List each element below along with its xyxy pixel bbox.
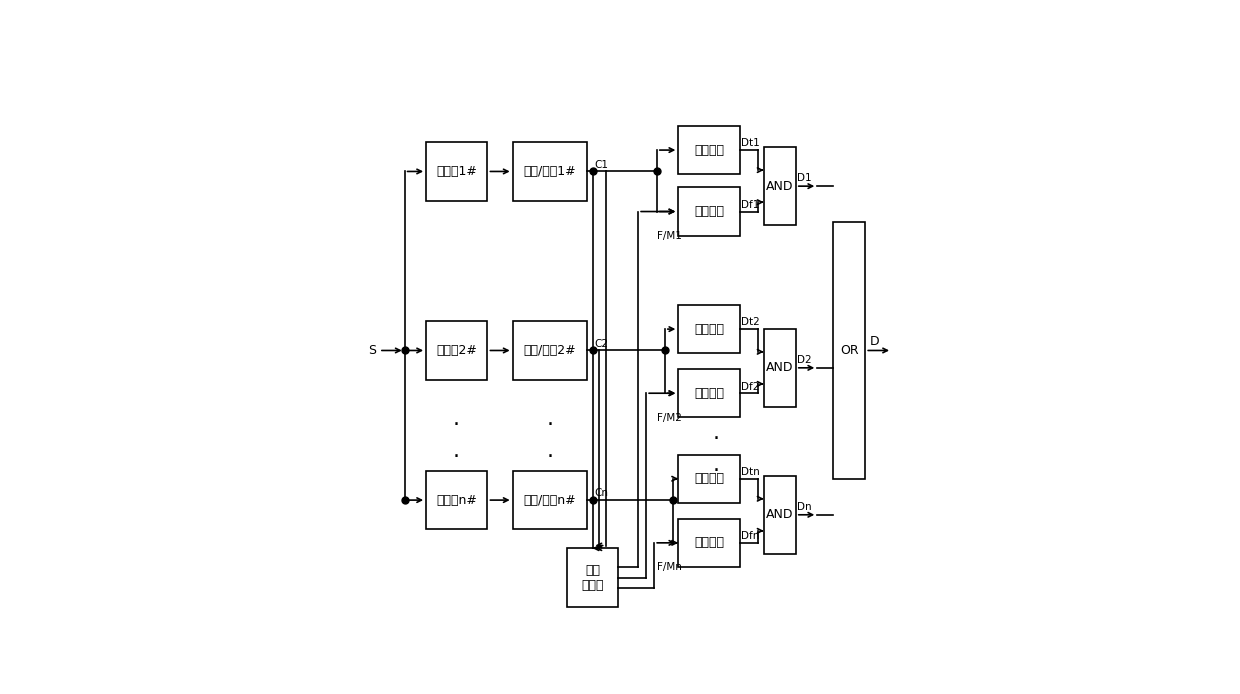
Text: Dfn: Dfn	[742, 531, 760, 541]
Bar	[512, 321, 588, 380]
Text: Dt2: Dt2	[742, 317, 760, 328]
Text: 求模/对数2#: 求模/对数2#	[523, 344, 577, 357]
Bar	[678, 455, 740, 502]
Text: OR: OR	[839, 344, 858, 357]
Bar	[512, 142, 588, 201]
Bar	[833, 222, 866, 479]
Text: ·: ·	[712, 429, 719, 448]
Bar	[678, 305, 740, 353]
Text: 干扰
谱分析: 干扰 谱分析	[582, 564, 604, 591]
Text: D2: D2	[797, 355, 812, 365]
Text: D1: D1	[797, 174, 812, 183]
Bar	[764, 147, 796, 225]
Text: 时域检测: 时域检测	[694, 472, 724, 485]
Text: 滤波器1#: 滤波器1#	[436, 165, 477, 178]
Text: AND: AND	[766, 362, 794, 374]
Text: ·: ·	[712, 461, 719, 481]
Text: 频域检测: 频域检测	[694, 536, 724, 550]
Text: ·: ·	[547, 448, 553, 467]
Text: D: D	[869, 335, 879, 348]
Text: 滤波器n#: 滤波器n#	[436, 493, 477, 507]
Text: Df2: Df2	[742, 382, 760, 391]
Text: F/Mn: F/Mn	[657, 562, 682, 573]
Bar	[764, 329, 796, 407]
Text: Df1: Df1	[742, 200, 760, 210]
Text: 滤波器2#: 滤波器2#	[436, 344, 477, 357]
Bar	[678, 519, 740, 567]
Text: F/M1: F/M1	[657, 231, 682, 241]
Text: 时域检测: 时域检测	[694, 144, 724, 157]
Text: 频域检测: 频域检测	[694, 387, 724, 400]
Bar	[427, 471, 487, 530]
Text: Dtn: Dtn	[742, 467, 760, 477]
Text: ·: ·	[453, 415, 460, 435]
Text: Cn: Cn	[594, 489, 609, 498]
Text: 求模/对数1#: 求模/对数1#	[523, 165, 577, 178]
Bar	[678, 369, 740, 417]
Text: C1: C1	[594, 160, 609, 170]
Text: Dt1: Dt1	[742, 139, 760, 149]
Text: S: S	[368, 344, 376, 357]
Text: 求模/对数n#: 求模/对数n#	[523, 493, 577, 507]
Bar	[567, 548, 618, 607]
Bar	[512, 471, 588, 530]
Text: ·: ·	[547, 415, 553, 435]
Text: Dn: Dn	[797, 502, 812, 512]
Bar	[764, 476, 796, 554]
Bar	[678, 187, 740, 235]
Bar	[427, 142, 487, 201]
Text: 频域检测: 频域检测	[694, 205, 724, 218]
Bar	[678, 126, 740, 174]
Text: 时域检测: 时域检测	[694, 323, 724, 336]
Bar	[427, 321, 487, 380]
Text: AND: AND	[766, 180, 794, 193]
Text: F/M2: F/M2	[657, 413, 682, 423]
Text: ·: ·	[453, 448, 460, 467]
Text: AND: AND	[766, 508, 794, 521]
Text: C2: C2	[594, 339, 609, 349]
